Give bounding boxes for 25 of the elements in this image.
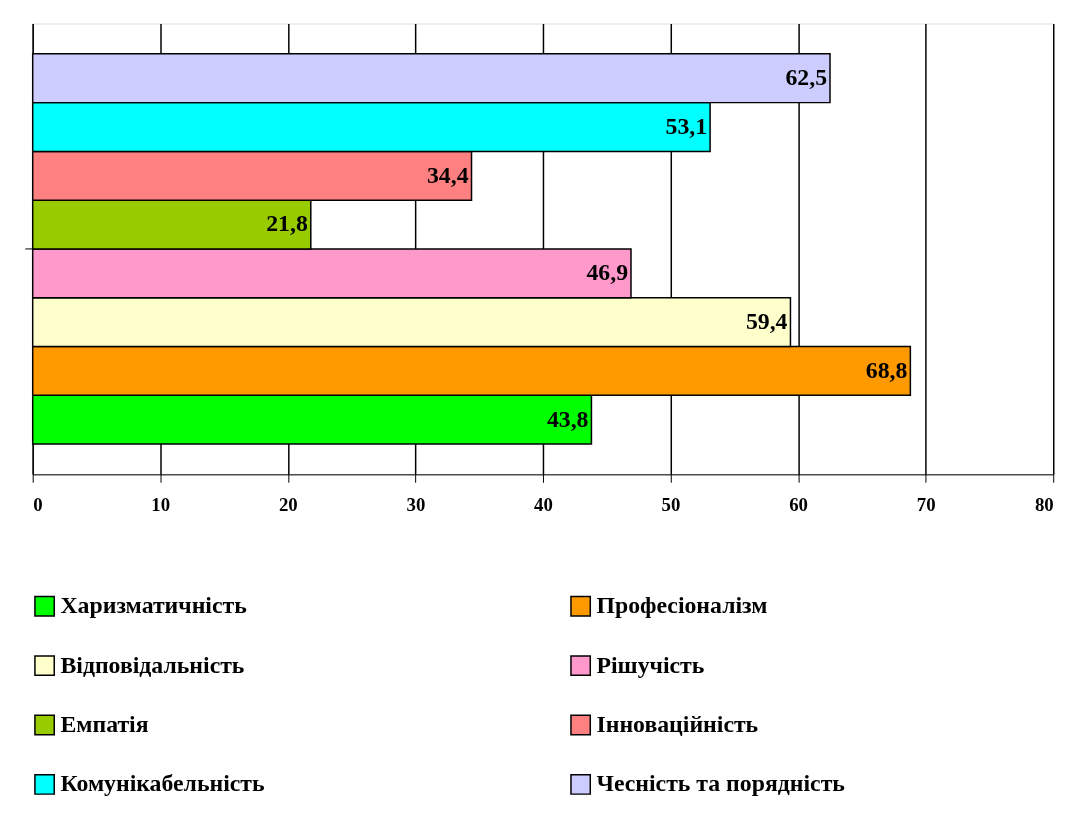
x-tick-label: 80 bbox=[1034, 494, 1054, 516]
x-tick-label: 50 bbox=[661, 494, 681, 516]
data-label: 68,8 bbox=[865, 356, 908, 383]
x-tick-label: 0 bbox=[33, 494, 43, 516]
x-tick-label: 20 bbox=[278, 494, 298, 516]
legend-label: Харизматичність bbox=[60, 592, 247, 619]
legend-label: Відповідальність bbox=[60, 651, 245, 678]
legend-label: Емпатія bbox=[60, 710, 149, 737]
x-tick-label: 60 bbox=[789, 494, 808, 516]
legend-label: Комунікабельність bbox=[60, 770, 265, 797]
data-label: 62,5 bbox=[785, 64, 828, 91]
data-label: 59,4 bbox=[745, 308, 788, 335]
data-label: 21,8 bbox=[266, 210, 308, 237]
data-label: 46,9 bbox=[586, 259, 629, 286]
x-tick-label: 30 bbox=[406, 494, 426, 516]
x-tick-label: 70 bbox=[916, 494, 936, 516]
x-tick-label: 10 bbox=[151, 494, 171, 516]
data-label: 53,1 bbox=[665, 112, 708, 139]
data-label: 43,8 bbox=[546, 405, 589, 432]
legend-label: Чесність та порядність bbox=[596, 770, 845, 797]
legend-label: Професіоналізм bbox=[596, 592, 768, 619]
legend-label: Інноваційність bbox=[596, 710, 759, 737]
legend-label: Рішучість bbox=[596, 651, 705, 678]
data-label: 34,4 bbox=[426, 161, 469, 188]
x-tick-label: 40 bbox=[534, 494, 553, 516]
